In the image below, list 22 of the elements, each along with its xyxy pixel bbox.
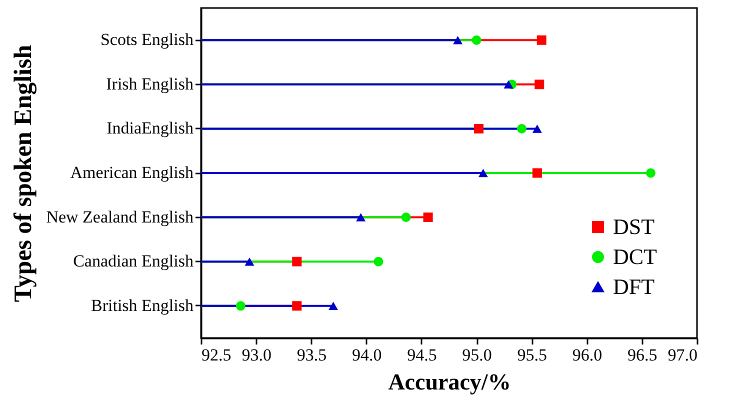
y-tick-label: American English: [70, 163, 194, 182]
x-tick-label: 94.0: [352, 346, 382, 364]
x-tick-label: 94.5: [407, 346, 437, 364]
y-axis-title: Types of spoken English: [10, 44, 38, 302]
legend-label: DCT: [613, 244, 658, 269]
x-tick-label: 97.0: [668, 346, 698, 364]
y-tick-label: Canadian English: [73, 252, 194, 271]
legend-label: DST: [613, 214, 656, 239]
y-tick-label: Irish English: [106, 74, 194, 94]
y-tick-label: Scots English: [100, 30, 194, 50]
x-tick-label: 93.5: [296, 346, 327, 364]
legend-label: DFT: [613, 274, 656, 299]
x-tick-label: 96.0: [572, 346, 602, 364]
y-tick-label: New Zealand English: [46, 207, 194, 226]
x-tick-label: 93.0: [242, 346, 272, 364]
x-tick-label: 95.0: [462, 346, 492, 364]
y-tick-label: British English: [91, 296, 194, 315]
x-tick-label: 92.5: [202, 346, 232, 364]
x-axis-title: Accuracy/%: [388, 370, 511, 394]
x-tick-label: 95.5: [517, 346, 548, 364]
y-tick-label: IndiaEnglish: [106, 118, 194, 138]
x-tick-label: 96.5: [628, 346, 658, 364]
